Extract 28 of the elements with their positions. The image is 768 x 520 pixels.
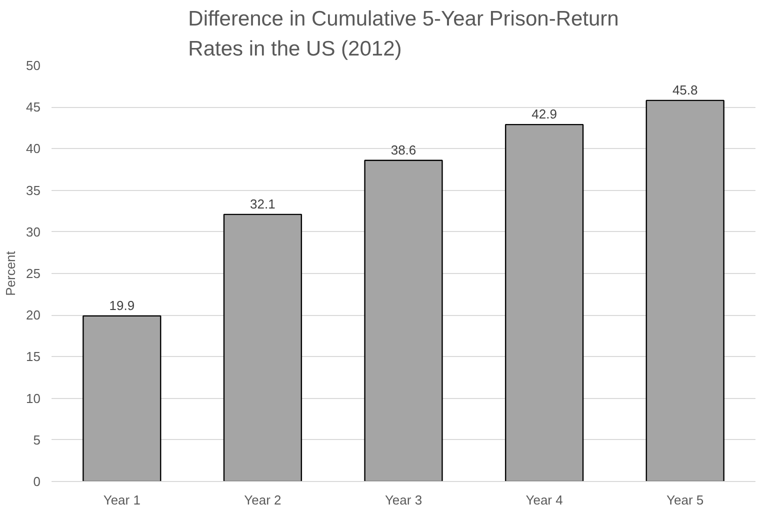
y-tick-label: 50 <box>26 58 41 73</box>
bar <box>223 214 302 482</box>
x-tick-label: Year 3 <box>384 492 422 508</box>
data-label: 42.9 <box>532 106 557 122</box>
y-tick-label: 45 <box>26 100 41 115</box>
y-axis-title: Percent <box>3 250 18 296</box>
y-tick-label: 25 <box>26 266 41 281</box>
y-tick-label: 15 <box>26 349 41 364</box>
x-tick-label: Year 5 <box>666 492 704 508</box>
data-label: 19.9 <box>109 298 135 313</box>
y-tick-label: 20 <box>26 308 41 323</box>
y-tick-label: 40 <box>26 141 41 156</box>
x-tick-label: Year 1 <box>103 492 140 508</box>
bar <box>504 124 584 482</box>
y-tick-label: 35 <box>26 182 41 198</box>
chart-title: Difference in Cumulative 5-Year Prison-Return Rates in the US (2012) <box>188 8 619 60</box>
data-label: 38.6 <box>390 142 416 158</box>
x-tick-label: Year 4 <box>526 492 563 508</box>
bar <box>364 160 443 482</box>
y-tick-label: 5 <box>33 432 41 448</box>
bar <box>646 100 724 482</box>
y-tick-label: 30 <box>26 224 41 240</box>
x-tick-label: Year 2 <box>244 492 282 508</box>
y-tick-label: 0 <box>33 474 41 489</box>
data-label: 45.8 <box>672 82 698 98</box>
bar <box>82 315 162 482</box>
y-tick-label: 10 <box>26 390 41 406</box>
data-label: 32.1 <box>250 196 276 212</box>
